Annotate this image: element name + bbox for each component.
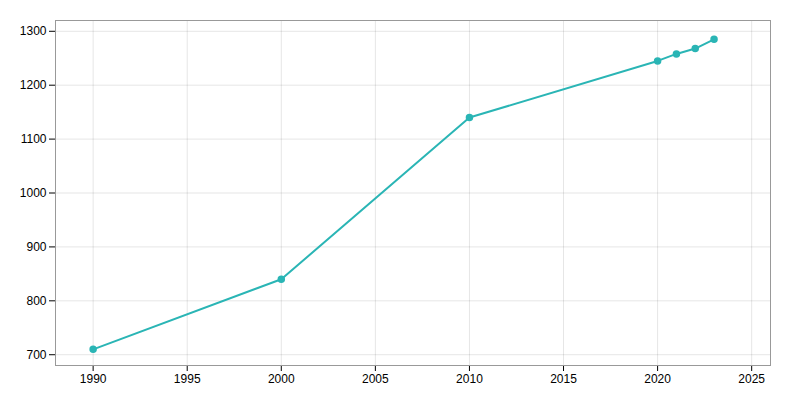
- svg-text:2020: 2020: [644, 372, 671, 386]
- svg-text:1100: 1100: [21, 132, 47, 146]
- svg-text:900: 900: [26, 240, 46, 254]
- svg-text:1990: 1990: [80, 372, 107, 386]
- svg-text:2010: 2010: [456, 372, 483, 386]
- svg-text:700: 700: [26, 348, 46, 362]
- svg-text:1200: 1200: [20, 78, 47, 92]
- svg-text:1995: 1995: [174, 372, 201, 386]
- svg-text:1000: 1000: [20, 186, 47, 200]
- svg-text:1300: 1300: [20, 24, 47, 38]
- svg-text:2025: 2025: [738, 372, 765, 386]
- svg-text:800: 800: [26, 294, 46, 308]
- svg-text:2000: 2000: [268, 372, 295, 386]
- svg-text:2015: 2015: [550, 372, 577, 386]
- svg-text:2005: 2005: [362, 372, 389, 386]
